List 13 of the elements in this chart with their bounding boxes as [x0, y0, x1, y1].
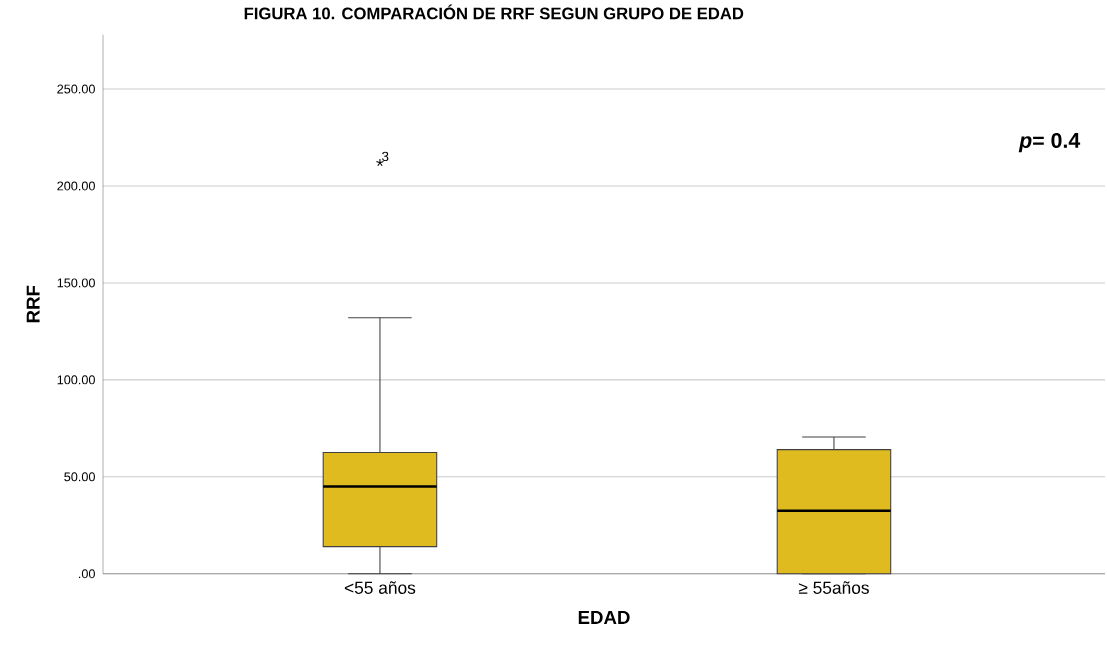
y-axis-title: RRF	[26, 285, 40, 323]
y-tick-label: 100.00	[57, 375, 95, 385]
y-tick-label: 50.00	[64, 472, 95, 482]
annotation: 3	[382, 151, 389, 162]
y-tick-label: .00	[78, 569, 95, 579]
x-axis-title: EDAD	[578, 611, 630, 625]
annotation: p= 0.4	[1018, 133, 1081, 153]
y-tick-label: 200.00	[57, 181, 95, 191]
y-tick-label: 150.00	[57, 278, 95, 288]
x-tick-label: ≥ 55años	[798, 581, 869, 595]
y-tick-label: 250.00	[57, 84, 95, 94]
x-tick-label: <55 años	[344, 581, 416, 595]
chart-title: FIGURA 10. COMPARACIÓN DE RRF SEGUN GRUPO DE EDAD	[244, 4, 744, 20]
